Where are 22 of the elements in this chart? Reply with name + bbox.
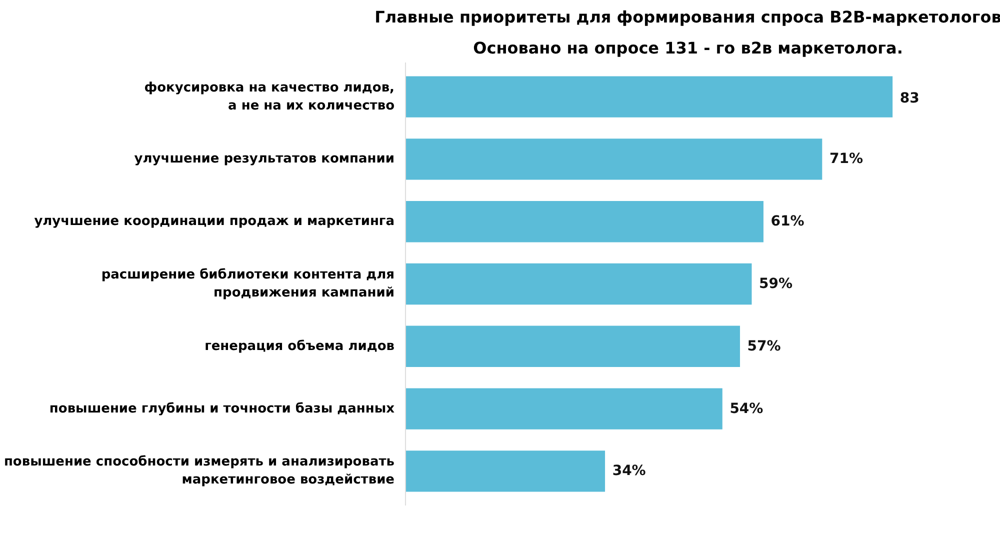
data-label: 71% xyxy=(829,151,863,168)
data-label: 83 xyxy=(900,90,920,106)
y-tick-label: повышение способности измерять и анализировать маркетинговое воздействие xyxy=(4,454,395,488)
y-tick-label: улучшение координации продаж и маркетинга xyxy=(34,214,395,230)
y-tick-label: повышение глубины и точности базы данных xyxy=(49,401,396,416)
bar xyxy=(406,450,606,492)
data-label: 61% xyxy=(770,214,804,230)
bar xyxy=(406,76,893,118)
chart-subtitle: Основано на опросе 131 - го в2в маркетолога. xyxy=(473,38,903,58)
y-tick-label: расширение библиотеки контента для продвижения кампаний xyxy=(101,268,395,300)
y-tick-label: улучшение результатов компании xyxy=(134,152,394,167)
y-tick-label: генерация объема лидов xyxy=(204,338,395,354)
data-label: 34% xyxy=(612,463,646,480)
bar xyxy=(406,388,722,430)
bar xyxy=(406,201,764,242)
bar xyxy=(406,263,752,305)
data-label: 59% xyxy=(759,276,793,292)
bar xyxy=(406,138,822,180)
data-label: 54% xyxy=(730,400,764,417)
data-label: 57% xyxy=(747,338,781,354)
y-tick-label: фокусировка на качество лидов, а не на их количество xyxy=(144,80,395,114)
bar xyxy=(406,326,740,367)
